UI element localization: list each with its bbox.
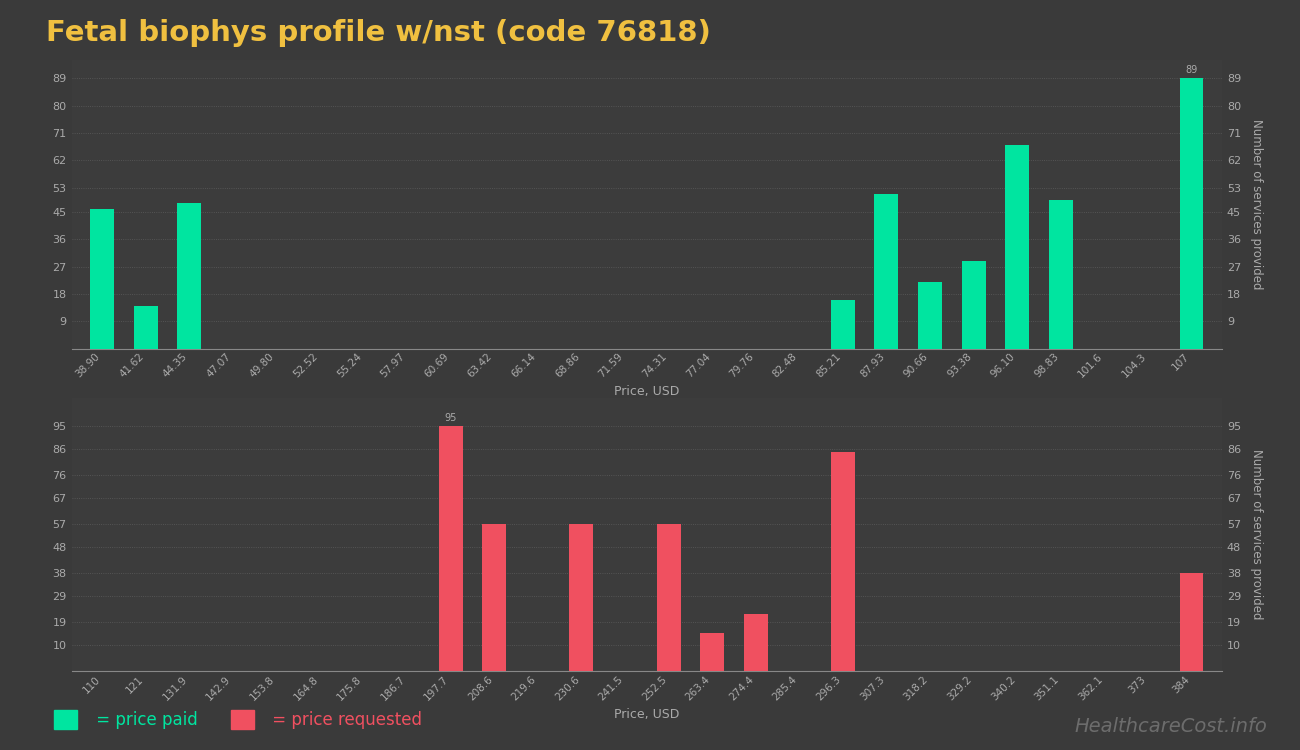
Bar [569,524,593,671]
Text: Fetal biophys profile w/nst (code 76818): Fetal biophys profile w/nst (code 76818) [46,19,710,46]
Bar [701,632,724,671]
Y-axis label: Number of services provided: Number of services provided [1251,119,1264,290]
Text: 95: 95 [445,413,456,423]
Bar [90,209,114,349]
Bar [438,426,463,671]
Bar [134,306,157,349]
Bar [1005,145,1030,349]
Bar [1049,200,1072,349]
Bar [831,452,855,671]
Bar [1179,573,1204,671]
Bar [1179,78,1204,349]
X-axis label: Price, USD: Price, USD [614,386,680,398]
Bar [831,300,855,349]
Bar [875,194,898,349]
Bar [962,260,985,349]
Bar [918,282,942,349]
X-axis label: Price, USD: Price, USD [614,708,680,721]
Bar [177,202,202,349]
Bar [744,614,768,671]
Y-axis label: Number of services provided: Number of services provided [1251,449,1264,620]
Legend:  = price paid,  = price requested: = price paid, = price requested [47,704,429,736]
Bar [656,524,680,671]
Text: HealthcareCost.info: HealthcareCost.info [1075,718,1268,736]
Text: 89: 89 [1186,64,1197,74]
Bar [482,524,506,671]
